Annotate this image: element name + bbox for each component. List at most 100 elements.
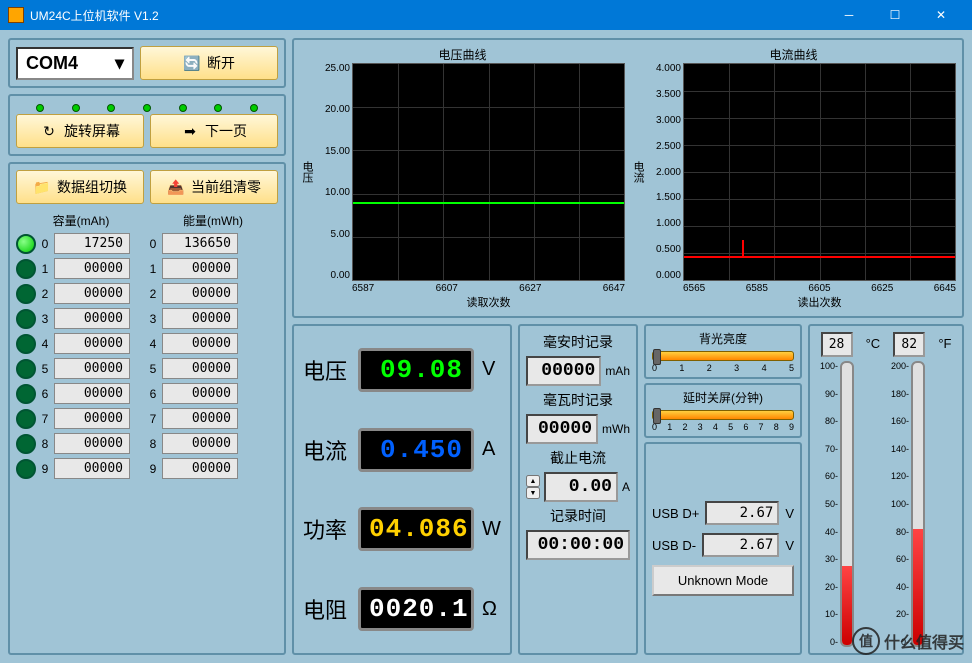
clear-group-button[interactable]: 📤 当前组清零 [150,170,278,204]
switch-group-button[interactable]: 📁 数据组切换 [16,170,144,204]
capacity-row: 300000 [16,308,146,329]
rotate-icon: ↻ [40,122,58,140]
energy-row: 100000 [148,258,278,279]
close-button[interactable]: ✕ [918,0,964,30]
usb-dm-row: USB D-2.67V [652,533,794,557]
group-led [16,334,36,354]
voltage-row: 电压 09.08 V [300,348,504,392]
window-title: UM24C上位机软件 V1.2 [30,7,826,24]
disconnect-button[interactable]: 🔄 断开 [140,46,278,80]
thermometer-f: 200-180-160-140-120-100-80-60-40-20-0- [887,361,956,647]
capacity-value: 00000 [54,333,130,354]
page-led [179,104,187,112]
capacity-row: 017250 [16,233,146,254]
capacity-value: 00000 [54,458,130,479]
resistance-row: 电阻 0020.1 Ω [300,587,504,631]
capacity-row: 600000 [16,383,146,404]
capacity-row: 100000 [16,258,146,279]
page-led [36,104,44,112]
cutoff-spinner[interactable]: ▲▼ [526,475,540,499]
measurements-panel: 电压 09.08 V 电流 0.450 A 功率 04.086 W 电阻 002… [292,324,512,655]
com-port-value: COM4 [26,53,78,74]
temp-f-value: 82 [893,332,925,357]
capacity-row: 400000 [16,333,146,354]
brightness-slider[interactable] [652,351,794,361]
energy-value: 00000 [162,458,238,479]
group-led [16,359,36,379]
resistance-display: 0020.1 [358,587,474,631]
power-row: 功率 04.086 W [300,507,504,551]
screen-off-slider[interactable] [652,410,794,420]
capacity-row: 900000 [16,458,146,479]
capacity-value: 00000 [54,358,130,379]
energy-value: 00000 [162,308,238,329]
charts-panel: 电压曲线 电压 25.0020.0015.0010.005.000.00 658… [292,38,964,318]
capacity-value: 00000 [54,308,130,329]
temperature-panel: 28°C 82°F 100-90-80-70-60-50-40-30-20-10… [808,324,964,655]
energy-row: 200000 [148,283,278,304]
cutoff-display: 0.00 [544,472,618,502]
mah-display: 00000 [526,356,601,386]
capacity-row: 500000 [16,358,146,379]
capacity-value: 00000 [54,283,130,304]
minimize-button[interactable]: ─ [826,0,872,30]
group-led [16,284,36,304]
energy-value: 00000 [162,258,238,279]
page-led [143,104,151,112]
capacity-row: 800000 [16,433,146,454]
page-led [72,104,80,112]
energy-row: 0136650 [148,233,278,254]
usb-dp-value: 2.67 [705,501,779,525]
mwh-display: 00000 [526,414,598,444]
group-led [16,409,36,429]
thermometer-c: 100-90-80-70-60-50-40-30-20-10-0- [816,361,885,647]
screen-off-panel: 延时关屏(分钟) 0123456789 [644,383,802,438]
temp-c-value: 28 [821,332,853,357]
capacity-value: 17250 [54,233,130,254]
capacity-value: 00000 [54,408,130,429]
energy-value: 00000 [162,283,238,304]
dropdown-icon: ▾ [115,53,124,74]
refresh-icon: 🔄 [183,54,201,72]
spin-down[interactable]: ▼ [526,487,540,499]
capacity-header: 容量(mAh) [16,212,146,229]
next-page-button[interactable]: ➡ 下一页 [150,114,278,148]
capacity-value: 00000 [54,258,130,279]
app-icon [8,7,24,23]
data-groups-panel: 📁 数据组切换 📤 当前组清零 容量(mAh) 0172501000002000… [8,162,286,655]
maximize-button[interactable]: ☐ [872,0,918,30]
group-led [16,259,36,279]
titlebar: UM24C上位机软件 V1.2 ─ ☐ ✕ [0,0,972,30]
energy-row: 600000 [148,383,278,404]
page-led [214,104,222,112]
voltage-chart: 电压曲线 电压 25.0020.0015.0010.005.000.00 658… [300,46,625,310]
energy-row: 400000 [148,333,278,354]
energy-row: 900000 [148,458,278,479]
clear-icon: 📤 [167,178,185,196]
energy-row: 300000 [148,308,278,329]
current-display: 0.450 [358,428,474,472]
connection-panel: COM4 ▾ 🔄 断开 [8,38,286,88]
power-display: 04.086 [358,507,474,551]
energy-row: 500000 [148,358,278,379]
capacity-row: 200000 [16,283,146,304]
energy-value: 00000 [162,408,238,429]
page-led [250,104,258,112]
nav-panel: ↻ 旋转屏幕 ➡ 下一页 [8,94,286,156]
com-port-select[interactable]: COM4 ▾ [16,47,134,80]
mode-button[interactable]: Unknown Mode [652,565,794,596]
arrow-right-icon: ➡ [181,122,199,140]
capacity-value: 00000 [54,433,130,454]
energy-header: 能量(mWh) [148,212,278,229]
energy-value: 136650 [162,233,238,254]
spin-up[interactable]: ▲ [526,475,540,487]
rotate-screen-button[interactable]: ↻ 旋转屏幕 [16,114,144,148]
usb-dm-value: 2.67 [702,533,779,557]
capacity-row: 700000 [16,408,146,429]
energy-value: 00000 [162,358,238,379]
group-led [16,384,36,404]
capacity-value: 00000 [54,383,130,404]
voltage-display: 09.08 [358,348,474,392]
energy-value: 00000 [162,433,238,454]
page-led [107,104,115,112]
